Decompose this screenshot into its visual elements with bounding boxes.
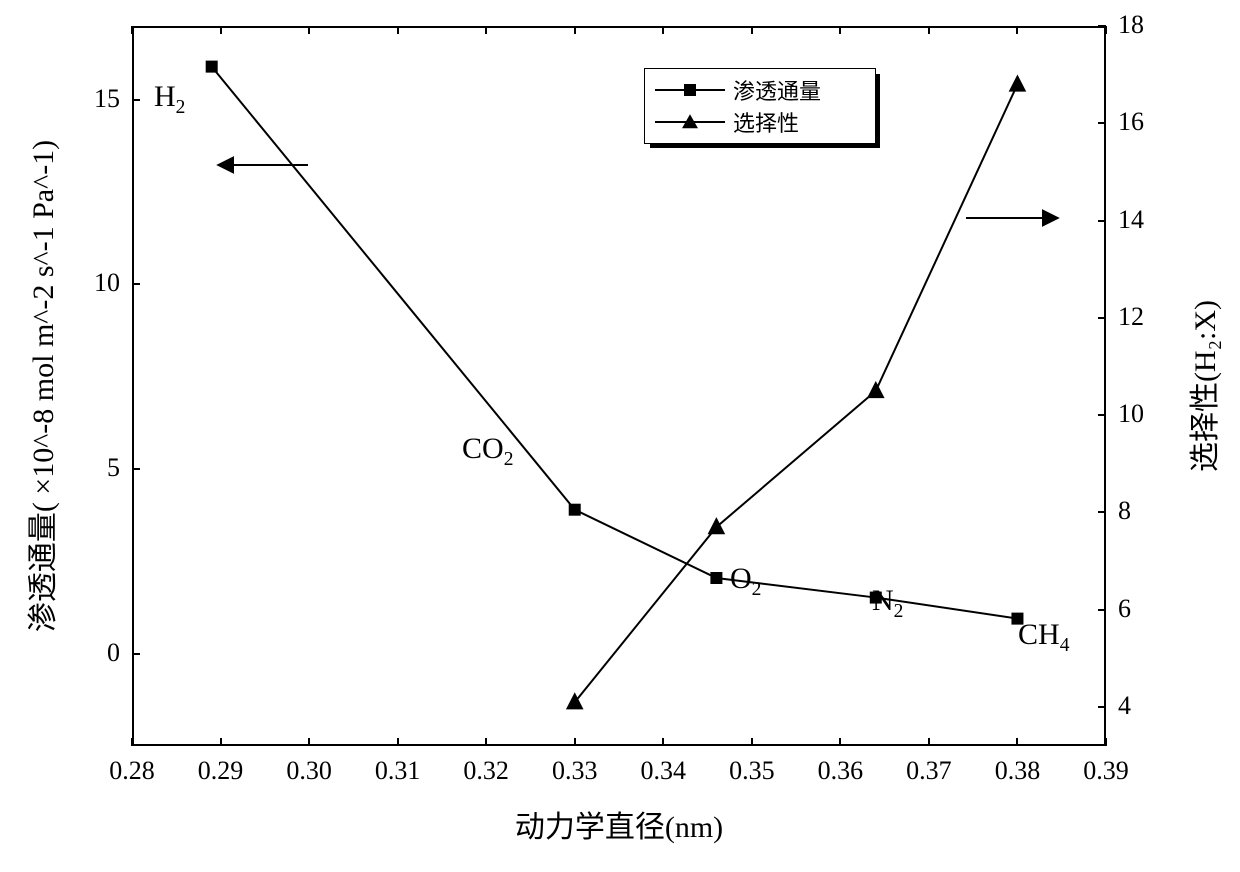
tick-label: 15: [60, 84, 120, 114]
tick-label: 0.31: [358, 756, 438, 786]
point-label-N2: N2: [872, 584, 903, 623]
tick: [574, 738, 576, 746]
tick: [132, 653, 140, 655]
tick: [308, 738, 310, 746]
tick: [131, 26, 133, 34]
tick-label: 0.35: [712, 756, 792, 786]
tick: [132, 468, 140, 470]
tick-label: 0.30: [269, 756, 349, 786]
y-axis-right-label: 选择性(H₂:X): [1180, 300, 1224, 472]
tick-label: 5: [60, 453, 120, 483]
tick: [220, 26, 222, 34]
legend-marker-square: [655, 75, 725, 105]
tick: [751, 26, 753, 34]
tick: [1098, 220, 1106, 222]
point-label-H2: H2: [154, 80, 185, 119]
tick: [1098, 414, 1106, 416]
legend-item-selectivity: 选择性: [655, 107, 799, 137]
tick: [1098, 25, 1106, 27]
tick-label: 0.29: [181, 756, 261, 786]
tick: [1098, 122, 1106, 124]
tick-label: 10: [1118, 399, 1178, 429]
tick-label: 14: [1118, 205, 1178, 235]
chart-root: 0.28 0.29 0.30 0.31 0.32 0.33 0.34 0.35 0.36 0.37…: [0, 0, 1240, 872]
tick: [839, 26, 841, 34]
tick-label: 4: [1118, 691, 1178, 721]
tick: [1098, 706, 1106, 708]
tick: [662, 738, 664, 746]
tick: [1105, 26, 1107, 34]
tick: [928, 26, 930, 34]
tick: [1098, 317, 1106, 319]
tick-label: 0.33: [535, 756, 615, 786]
legend-marker-triangle: [655, 107, 725, 137]
tick-label: 18: [1118, 10, 1178, 40]
point-label-CO2: CO2: [462, 432, 513, 471]
tick: [839, 738, 841, 746]
y-axis-left-label: 渗透通量( ×10^-8 mol m^-2 s^-1 Pa^-1): [18, 140, 62, 632]
x-axis-label: 动力学直径(nm): [479, 802, 759, 846]
tick: [485, 26, 487, 34]
tick: [132, 283, 140, 285]
tick-label: 16: [1118, 107, 1178, 137]
tick-label: 0.32: [446, 756, 526, 786]
tick: [1098, 511, 1106, 513]
tick: [574, 26, 576, 34]
tick: [308, 26, 310, 34]
tick: [220, 738, 222, 746]
tick: [132, 99, 140, 101]
tick-label: 0: [60, 638, 120, 668]
tick: [1016, 26, 1018, 34]
point-label-CH4: CH4: [1018, 618, 1069, 657]
tick-label: 0.37: [889, 756, 969, 786]
tick-label: 10: [60, 268, 120, 298]
legend-label-permeance: 渗透通量: [733, 74, 821, 106]
tick-label: 6: [1118, 594, 1178, 624]
tick: [928, 738, 930, 746]
legend-item-permeance: 渗透通量: [655, 75, 821, 105]
tick: [1016, 738, 1018, 746]
tick: [485, 738, 487, 746]
legend-box: 渗透通量 选择性: [644, 68, 876, 144]
tick-label: 0.36: [800, 756, 880, 786]
tick: [751, 738, 753, 746]
tick-label: 0.28: [92, 756, 172, 786]
tick: [1105, 738, 1107, 746]
tick: [397, 738, 399, 746]
tick-label: 8: [1118, 496, 1178, 526]
tick: [662, 26, 664, 34]
point-label-O2: O2: [730, 562, 761, 601]
tick: [1098, 609, 1106, 611]
plot-area: [132, 26, 1106, 746]
tick-label: 0.38: [977, 756, 1057, 786]
legend-label-selectivity: 选择性: [733, 106, 799, 138]
tick-label: 12: [1118, 302, 1178, 332]
tick-label: 0.34: [623, 756, 703, 786]
tick-label: 0.39: [1066, 756, 1146, 786]
tick: [131, 738, 133, 746]
tick: [397, 26, 399, 34]
